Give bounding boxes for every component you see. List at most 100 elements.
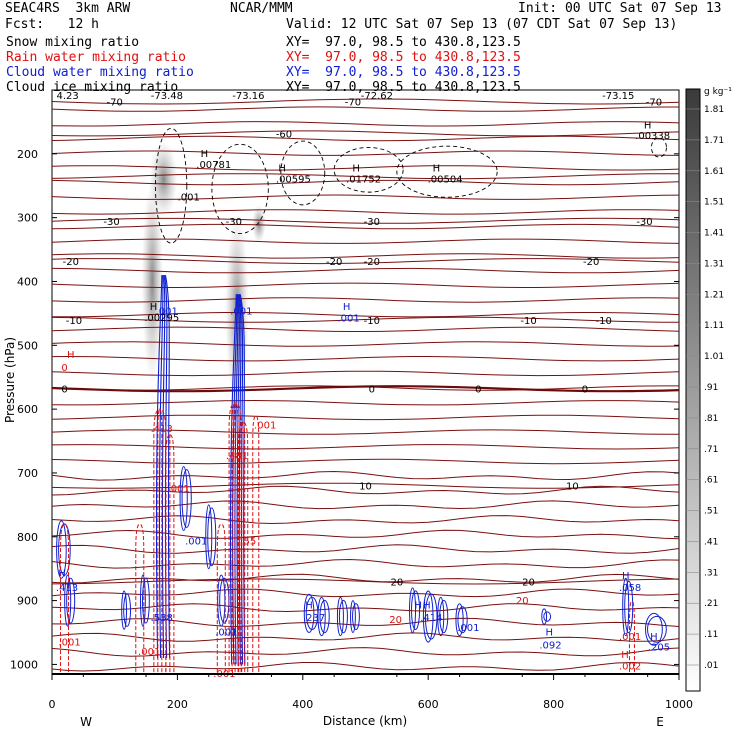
max-marker: H: [622, 571, 630, 582]
contour-value-label: .538: [151, 613, 173, 624]
colorbar-unit: g kg⁻¹: [704, 87, 732, 97]
ice-contour-3: [333, 146, 404, 193]
temperature-label: -20: [63, 257, 79, 268]
colorbar-tick-label: .01: [704, 661, 718, 671]
y-tick-label: 800: [17, 531, 38, 544]
cloud-water-blob: [624, 580, 634, 634]
cloud-water-blob: [217, 574, 226, 627]
temperature-contour-line: [51, 661, 680, 672]
temperature-label: 0: [582, 385, 588, 396]
forecast-hour: Fcst: 12 h: [5, 17, 99, 32]
cloud-water-blob: [647, 615, 667, 643]
cloud-water-blob: [66, 577, 76, 624]
max-marker: H: [58, 568, 66, 579]
colorbar-tick-label: .71: [704, 445, 718, 455]
temperature-contour-0: [51, 385, 680, 393]
colorbar-tick-label: .31: [704, 568, 718, 578]
temperature-contour-line: [51, 370, 680, 377]
field-cloud-xy: XY= 97.0, 98.5 to 430.8,123.5: [286, 65, 521, 80]
cloud-water-blob: [142, 577, 150, 624]
field-snow-name: Snow mixing ratio: [6, 35, 140, 50]
rain-water-contour: [255, 415, 260, 673]
contour-value-label: .002: [619, 662, 641, 673]
rain-water-contour: [628, 600, 633, 673]
temperature-label: -30: [364, 217, 380, 228]
temperature-contour-line: [51, 632, 680, 642]
cloud-water-blob: [409, 587, 417, 634]
cloud-water-blob: [64, 574, 72, 627]
max-marker: H: [650, 632, 658, 643]
temperature-contour--70: [51, 98, 680, 105]
snow-shade-1: [149, 141, 178, 218]
colorbar-tick-label: 1.61: [704, 167, 724, 177]
contour-value-label: .01752: [346, 175, 381, 186]
cloud-water-blob: [543, 611, 552, 622]
temperature-contour-line: [51, 355, 680, 362]
y-axis-label: Pressure (hPa): [3, 337, 17, 423]
cloud-water-blob: [56, 520, 67, 579]
top-contour-label: -73.16: [232, 91, 264, 102]
model-title: SEAC4RS 3km ARW: [5, 1, 131, 16]
cloud-water-blob: [123, 593, 132, 627]
temperature-contour-line: [51, 399, 680, 406]
colorbar-tick-label: .41: [704, 537, 718, 547]
y-tick-label: 500: [17, 339, 38, 352]
temperature-label: -70: [646, 97, 662, 108]
cloud-water-blob: [645, 612, 663, 646]
max-marker: H: [278, 164, 286, 175]
temperature-label: -70: [345, 97, 361, 108]
snow-shade-3: [251, 204, 266, 244]
contour-value-label: .413: [56, 583, 78, 594]
colorbar-tick-label: .61: [704, 476, 718, 486]
cloud-water-blob: [336, 596, 344, 637]
west-label: W: [80, 715, 92, 729]
contour-value-label: .001: [58, 637, 80, 648]
max-marker: H: [305, 600, 313, 611]
contour-value-label: .001: [185, 536, 207, 547]
cloud-water-contour: [164, 274, 171, 659]
contour-value-label: .00781: [196, 160, 231, 171]
max-marker: H: [545, 628, 553, 639]
rain-water-contour: [216, 523, 222, 673]
colorbar-tick-label: 1.11: [704, 321, 724, 331]
cloud-water-blob: [219, 577, 230, 624]
colorbar-ramp: [685, 88, 701, 692]
temperature-contour-line: [51, 647, 680, 657]
x-tick-label: 1000: [665, 698, 693, 711]
temperature-contour-line: [52, 312, 680, 318]
cloud-water-contour: [236, 294, 240, 665]
contour-value-label: .237: [303, 613, 325, 624]
x-axis-label: Distance (km): [323, 714, 407, 728]
temperature-contour-line: [51, 135, 680, 142]
field-rain-name: Rain water mixing ratio: [6, 50, 187, 65]
contour-value-label: .001: [168, 484, 190, 495]
rain-water-contour: [243, 421, 249, 673]
rain-water-contour: [64, 523, 70, 673]
top-contour-label: 4.23: [57, 91, 79, 102]
colorbar-tick-label: .91: [704, 383, 718, 393]
y-tick-label: 1000: [10, 658, 38, 671]
temperature-label: 0: [61, 385, 67, 396]
cloud-water-blob: [457, 606, 468, 634]
cloud-water-blob: [207, 507, 217, 567]
colorbar-tick-label: .81: [704, 414, 718, 424]
temperature-contour-line: [51, 326, 680, 332]
rain-water-contour: [631, 600, 635, 673]
contour-value-label: .001: [156, 307, 178, 318]
rain-water-contour: [238, 421, 244, 673]
rain-water-contour: [157, 408, 161, 673]
max-marker: H: [433, 164, 441, 175]
temperature-contours: -70 -70 -70 -60 -30 -30 -30 -30 -20 -20 -20 -20 -10 -…: [51, 97, 680, 672]
colorbar-tick-label: 1.81: [704, 105, 724, 115]
field-ice-xy: XY= 97.0, 98.5 to 430.8,123.5: [286, 80, 521, 95]
cloud-ice-contours: [155, 127, 667, 244]
temperature-contour-line: [51, 297, 680, 303]
cloud-water-blob: [338, 599, 348, 634]
temperature-contour--10: [51, 316, 680, 323]
temperature-contour-line: [51, 238, 680, 244]
cloud-water-contour: [239, 294, 246, 665]
x-tick-label: 800: [543, 698, 564, 711]
temperature-label: -70: [107, 97, 123, 108]
y-tick-label: 400: [17, 275, 38, 288]
